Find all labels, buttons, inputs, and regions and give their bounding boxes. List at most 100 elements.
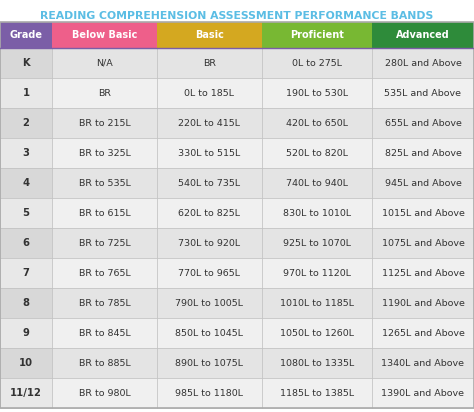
Bar	[372, 138, 474, 168]
Bar	[0, 348, 52, 378]
Text: 2: 2	[23, 118, 29, 128]
Text: Grade: Grade	[9, 30, 43, 40]
Text: 1080L to 1335L: 1080L to 1335L	[280, 358, 354, 368]
Text: BR to 725L: BR to 725L	[79, 239, 130, 248]
Bar	[372, 78, 474, 108]
Text: 620L to 825L: 620L to 825L	[179, 208, 240, 218]
Bar	[0, 108, 52, 138]
Text: 9: 9	[23, 328, 29, 338]
Text: 1340L and Above: 1340L and Above	[382, 358, 465, 368]
Bar	[262, 258, 372, 288]
Bar	[157, 22, 262, 48]
Text: 1050L to 1260L: 1050L to 1260L	[280, 328, 354, 337]
Bar	[157, 258, 262, 288]
Text: 220L to 415L: 220L to 415L	[179, 119, 240, 127]
Text: 540L to 735L: 540L to 735L	[178, 178, 241, 187]
Text: 1390L and Above: 1390L and Above	[382, 389, 465, 398]
Text: Below Basic: Below Basic	[72, 30, 137, 40]
Text: 1190L and Above: 1190L and Above	[382, 299, 465, 307]
Text: BR to 845L: BR to 845L	[79, 328, 130, 337]
Bar	[0, 48, 52, 78]
Text: 770L to 965L: 770L to 965L	[179, 269, 240, 278]
Text: 830L to 1010L: 830L to 1010L	[283, 208, 351, 218]
Bar	[52, 288, 157, 318]
Bar	[372, 228, 474, 258]
Bar	[262, 228, 372, 258]
Text: BR to 215L: BR to 215L	[79, 119, 130, 127]
Text: 825L and Above: 825L and Above	[384, 148, 461, 157]
Text: 740L to 940L: 740L to 940L	[286, 178, 348, 187]
Bar	[372, 168, 474, 198]
Text: 1125L and Above: 1125L and Above	[382, 269, 465, 278]
Bar	[0, 138, 52, 168]
Text: 6: 6	[22, 238, 29, 248]
Text: BR to 615L: BR to 615L	[79, 208, 130, 218]
Text: 985L to 1180L: 985L to 1180L	[175, 389, 244, 398]
Bar	[157, 168, 262, 198]
Bar	[372, 22, 474, 48]
Text: 1: 1	[22, 88, 29, 98]
Text: 520L to 820L: 520L to 820L	[286, 148, 348, 157]
Bar	[52, 22, 157, 48]
Bar	[157, 378, 262, 408]
Bar	[262, 168, 372, 198]
Bar	[52, 78, 157, 108]
Bar	[0, 228, 52, 258]
Bar	[157, 198, 262, 228]
Bar	[157, 228, 262, 258]
Text: 10: 10	[19, 358, 33, 368]
Bar	[0, 198, 52, 228]
Text: Basic: Basic	[195, 30, 224, 40]
Bar	[372, 258, 474, 288]
Text: 890L to 1075L: 890L to 1075L	[175, 358, 244, 368]
Bar	[52, 228, 157, 258]
Bar	[372, 348, 474, 378]
Text: 1015L and Above: 1015L and Above	[382, 208, 465, 218]
Text: 1265L and Above: 1265L and Above	[382, 328, 465, 337]
Bar	[262, 348, 372, 378]
Text: 655L and Above: 655L and Above	[384, 119, 461, 127]
Bar	[52, 108, 157, 138]
Bar	[0, 318, 52, 348]
Text: 1075L and Above: 1075L and Above	[382, 239, 465, 248]
Bar	[52, 378, 157, 408]
Text: 850L to 1045L: 850L to 1045L	[175, 328, 244, 337]
Text: 0L to 275L: 0L to 275L	[292, 59, 342, 68]
Bar	[372, 198, 474, 228]
Text: BR: BR	[203, 59, 216, 68]
Text: K: K	[22, 58, 30, 68]
Text: BR to 325L: BR to 325L	[79, 148, 130, 157]
Bar	[52, 198, 157, 228]
Text: BR to 885L: BR to 885L	[79, 358, 130, 368]
Text: 5: 5	[22, 208, 29, 218]
Bar	[52, 48, 157, 78]
Text: 1185L to 1385L: 1185L to 1385L	[280, 389, 354, 398]
Bar	[262, 318, 372, 348]
Bar	[157, 78, 262, 108]
Text: Proficient: Proficient	[290, 30, 344, 40]
Text: 8: 8	[22, 298, 29, 308]
Text: BR to 785L: BR to 785L	[79, 299, 130, 307]
Bar	[262, 288, 372, 318]
Bar	[157, 48, 262, 78]
Text: 7: 7	[23, 268, 29, 278]
Bar	[372, 318, 474, 348]
Bar	[262, 378, 372, 408]
Text: 535L and Above: 535L and Above	[384, 89, 462, 98]
Text: 790L to 1005L: 790L to 1005L	[175, 299, 244, 307]
Bar	[0, 288, 52, 318]
Bar	[0, 258, 52, 288]
Bar	[0, 378, 52, 408]
Text: BR to 765L: BR to 765L	[79, 269, 130, 278]
Bar	[262, 48, 372, 78]
Text: 330L to 515L: 330L to 515L	[178, 148, 241, 157]
Text: 945L and Above: 945L and Above	[384, 178, 461, 187]
Bar	[372, 48, 474, 78]
Text: READING COMPREHENSION ASSESSMENT PERFORMANCE BANDS: READING COMPREHENSION ASSESSMENT PERFORM…	[40, 11, 434, 21]
Bar	[52, 348, 157, 378]
Bar	[52, 168, 157, 198]
Text: 0L to 185L: 0L to 185L	[184, 89, 235, 98]
Bar	[157, 318, 262, 348]
Text: N/A: N/A	[96, 59, 113, 68]
Bar	[262, 108, 372, 138]
